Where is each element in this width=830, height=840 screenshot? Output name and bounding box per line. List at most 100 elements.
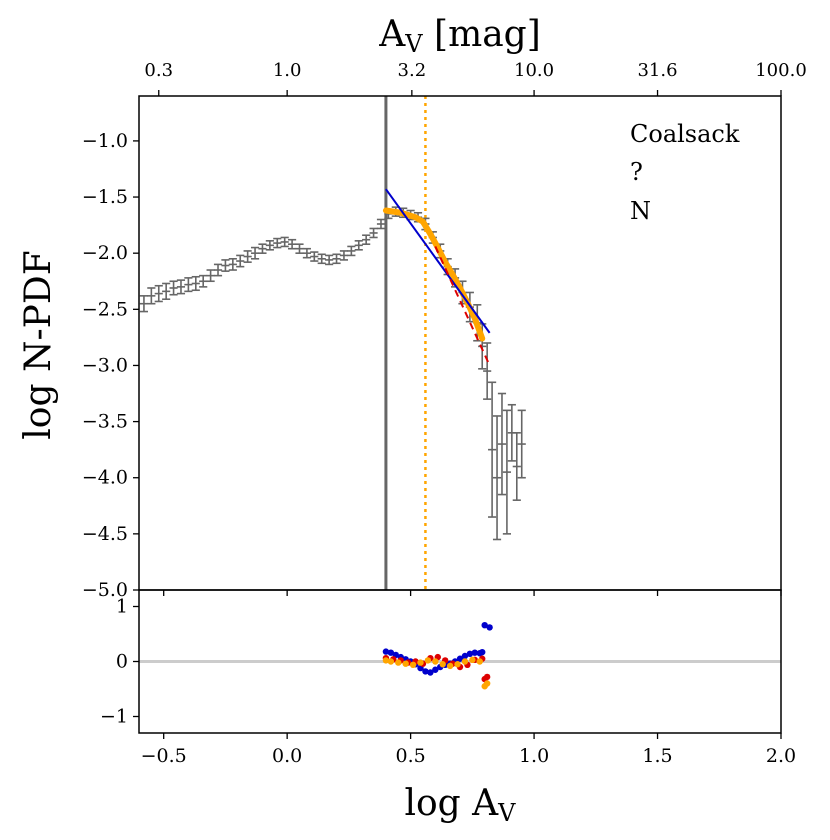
pdf-bin	[139, 295, 149, 313]
x-tick-label: 0.5	[396, 745, 426, 767]
pdf-bin	[339, 250, 349, 261]
residual-point-blue	[427, 669, 434, 676]
residual-point-orange	[454, 661, 461, 668]
annotation-question: ?	[630, 158, 643, 186]
top-tick-label: 3.2	[398, 60, 427, 81]
residual-plot-area	[139, 622, 781, 690]
y-tick-label: −3.5	[82, 411, 128, 433]
plot-layer	[133, 90, 782, 739]
residual-point-blue	[486, 624, 493, 631]
main-y-tick-labels: −1.0 −1.5 −2.0 −2.5 −3.0 −3.5 −4.0 −4.5 …	[82, 130, 128, 601]
pdf-bin	[199, 274, 208, 288]
pdf-bin	[302, 247, 311, 259]
pdf-bin	[369, 227, 378, 239]
pdf-bin	[280, 236, 289, 248]
pdf-bin	[483, 342, 492, 400]
pdf-bin	[295, 243, 304, 254]
residual-point-blue	[432, 666, 439, 673]
pdf-bin	[512, 432, 521, 501]
pdf-bin	[488, 381, 497, 518]
residual-point-blue	[466, 650, 474, 657]
residual-point-blue	[422, 668, 429, 675]
pdf-bin	[317, 253, 326, 265]
pdf-bin	[162, 282, 171, 301]
x-tick-labels: −0.5 0.0 0.5 1.0 1.5 2.0	[141, 745, 796, 767]
residual-point-blue	[481, 622, 488, 629]
y-tick-label: −4.0	[82, 467, 128, 489]
pdf-bin	[258, 243, 267, 254]
pdf-bin	[332, 253, 341, 265]
pdf-bin	[288, 238, 297, 250]
residual-point-orange	[417, 659, 424, 666]
pdf-bin	[250, 246, 260, 260]
top-tick-label: 100.0	[755, 60, 807, 81]
pdf-bin	[147, 287, 156, 305]
x-tick-label: 1.5	[642, 745, 672, 767]
y-tick-label: −1.0	[82, 130, 128, 152]
residual-point-orange	[382, 657, 390, 664]
pdf-bin	[265, 240, 274, 251]
pdf-bin	[184, 277, 193, 293]
residual-y-tick-labels: 1 0 −1	[100, 596, 128, 728]
resid-y-tick-label: 1	[116, 596, 128, 618]
residual-point-orange	[461, 658, 469, 665]
residual-point-orange	[395, 659, 402, 666]
y-tick-label: −2.0	[82, 242, 128, 264]
pdf-bin	[362, 234, 371, 245]
main-plot-area	[139, 96, 526, 590]
residual-point-orange	[483, 680, 491, 687]
pdf-bin	[243, 250, 252, 263]
pdf-bin	[191, 275, 200, 292]
y-tick-label: −3.0	[82, 354, 128, 376]
pdf-bin	[492, 415, 502, 541]
y-tick-label: −1.5	[82, 186, 128, 208]
residual-point-blue	[382, 648, 390, 655]
residual-point-orange	[402, 660, 409, 667]
x-axis-title: log AV	[404, 783, 516, 827]
top-tick-label: 0.3	[144, 60, 173, 81]
pdf-bin	[497, 392, 507, 496]
pdf-bin	[206, 269, 215, 283]
pdf-bin	[347, 245, 356, 257]
top-axis-title: AV [mag]	[378, 14, 541, 58]
y-tick-label: −5.0	[82, 579, 128, 601]
x-tick-label: −0.5	[141, 745, 187, 767]
y-tick-label: −2.5	[82, 298, 128, 320]
residual-point-orange	[469, 656, 476, 664]
pdf-bin	[221, 259, 230, 272]
residual-point-orange	[387, 658, 395, 665]
residual-point-blue	[456, 655, 464, 662]
top-tick-label: 10.0	[514, 60, 554, 81]
pdf-bin	[325, 254, 334, 266]
pdf-bin	[213, 263, 223, 277]
residual-point-blue	[387, 649, 395, 656]
pdf-bin	[376, 218, 386, 230]
annotation-n: N	[630, 197, 651, 225]
pdf-bin	[273, 237, 282, 249]
resid-y-tick-label: 0	[116, 651, 128, 673]
top-tick-label: 1.0	[273, 60, 302, 81]
residual-point-orange	[446, 662, 454, 670]
annotations: Coalsack ? N	[630, 120, 740, 225]
main-panel-frame	[138, 95, 782, 591]
blue-powerlaw-fit	[385, 188, 491, 334]
pdf-bin	[236, 254, 245, 268]
red-dashed-fit	[434, 246, 491, 366]
pdf-bin	[354, 240, 363, 251]
annotation-coalsack: Coalsack	[630, 120, 740, 148]
pdf-bin	[310, 251, 319, 262]
residual-point-blue	[479, 648, 486, 656]
pdf-bin	[154, 284, 163, 303]
orange-fit-line	[382, 207, 486, 342]
x-tick-label: 1.0	[519, 745, 549, 767]
x-tick-label: 2.0	[766, 745, 796, 767]
residual-point-orange	[439, 661, 446, 668]
pdf-bin	[176, 279, 186, 295]
residual-point-orange	[432, 658, 439, 665]
pdf-bin	[169, 280, 178, 296]
residual-point-orange	[409, 661, 417, 668]
top-tick-label: 31.6	[637, 60, 677, 81]
residual-point-red	[483, 673, 491, 681]
residual-point-blue	[461, 652, 469, 660]
